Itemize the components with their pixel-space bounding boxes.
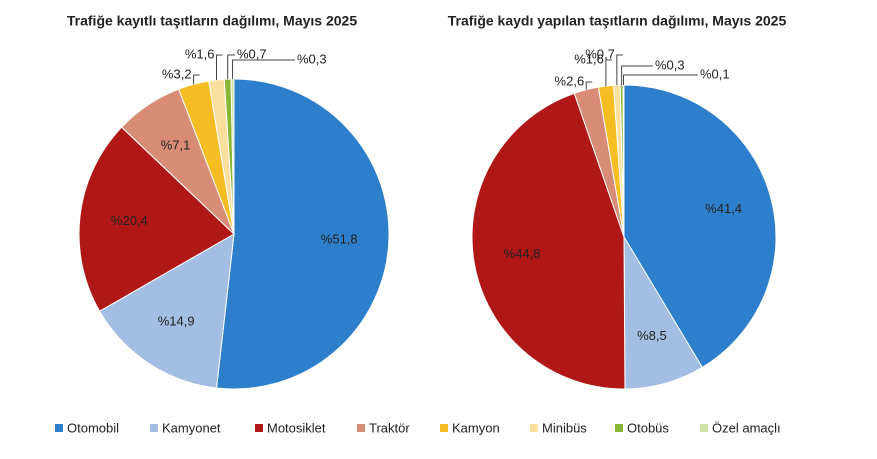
legend-label: Kamyon [452, 420, 500, 435]
value-label: %14,9 [158, 314, 195, 329]
legend-label: Motosiklet [267, 420, 326, 435]
legend-swatch [440, 424, 448, 432]
value-label: %3,2 [162, 66, 192, 81]
value-label: %51,8 [321, 231, 358, 246]
legend-label: Kamyonet [162, 420, 221, 435]
leader-line [227, 54, 235, 80]
value-label: %20,4 [111, 213, 148, 228]
leader-line [605, 59, 612, 87]
chart-title: Trafiğe kayıtlı taşıtların dağılımı, May… [67, 13, 357, 29]
leader-line [585, 81, 593, 90]
value-label: %7,1 [161, 138, 191, 153]
pie-slice [623, 84, 777, 369]
legend-label: Otobüs [627, 420, 669, 435]
value-label: %1,6 [185, 46, 215, 61]
pie-slice [471, 92, 626, 390]
leader-line [623, 74, 698, 86]
value-label: %0,3 [655, 57, 685, 72]
value-label: %0,7 [237, 46, 267, 61]
pie-slice [78, 126, 235, 312]
value-label: %0,1 [700, 66, 730, 81]
leader-line [621, 65, 653, 86]
legend-label: Traktör [369, 420, 410, 435]
pie-slice [215, 78, 390, 390]
value-label: %8,5 [637, 328, 667, 343]
value-label: %41,4 [705, 201, 742, 216]
legend-swatch [55, 424, 63, 432]
value-label: %2,6 [555, 73, 585, 88]
legend-swatch [615, 424, 623, 432]
pie-slice [98, 233, 235, 389]
value-label: %0,7 [585, 46, 615, 61]
legend-label: Minibüs [542, 420, 587, 435]
leader-line [232, 59, 295, 80]
leader-line [193, 74, 200, 85]
legend-label: Otomobil [67, 420, 119, 435]
chart-title: Trafiğe kaydı yapılan taşıtların dağılım… [448, 13, 787, 29]
legend-swatch [150, 424, 158, 432]
value-label: %0,3 [297, 51, 327, 66]
legend-swatch [357, 424, 365, 432]
leader-line [216, 54, 223, 80]
legend-label: Özel amaçlı [712, 420, 781, 435]
leader-line [616, 54, 623, 86]
value-label: %1,6 [574, 51, 604, 66]
legend-swatch [530, 424, 538, 432]
value-label: %44,8 [504, 246, 541, 261]
legend-swatch [255, 424, 263, 432]
legend-swatch [700, 424, 708, 432]
